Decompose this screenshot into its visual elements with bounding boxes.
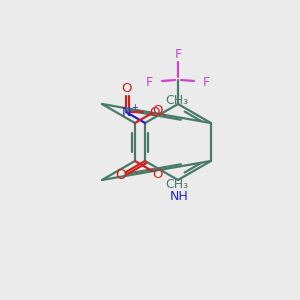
Text: −: − xyxy=(157,110,166,120)
Text: O: O xyxy=(152,103,163,116)
Text: O: O xyxy=(121,82,131,94)
Text: F: F xyxy=(203,76,210,88)
Text: N: N xyxy=(122,106,131,118)
Text: F: F xyxy=(174,47,182,61)
Text: NH: NH xyxy=(169,190,188,203)
Text: +: + xyxy=(131,103,138,112)
Text: CH₃: CH₃ xyxy=(165,178,188,190)
Text: O: O xyxy=(152,167,163,181)
Text: F: F xyxy=(146,76,153,88)
Text: O: O xyxy=(149,106,160,118)
Text: CH₃: CH₃ xyxy=(165,94,188,106)
Text: O: O xyxy=(116,168,126,182)
